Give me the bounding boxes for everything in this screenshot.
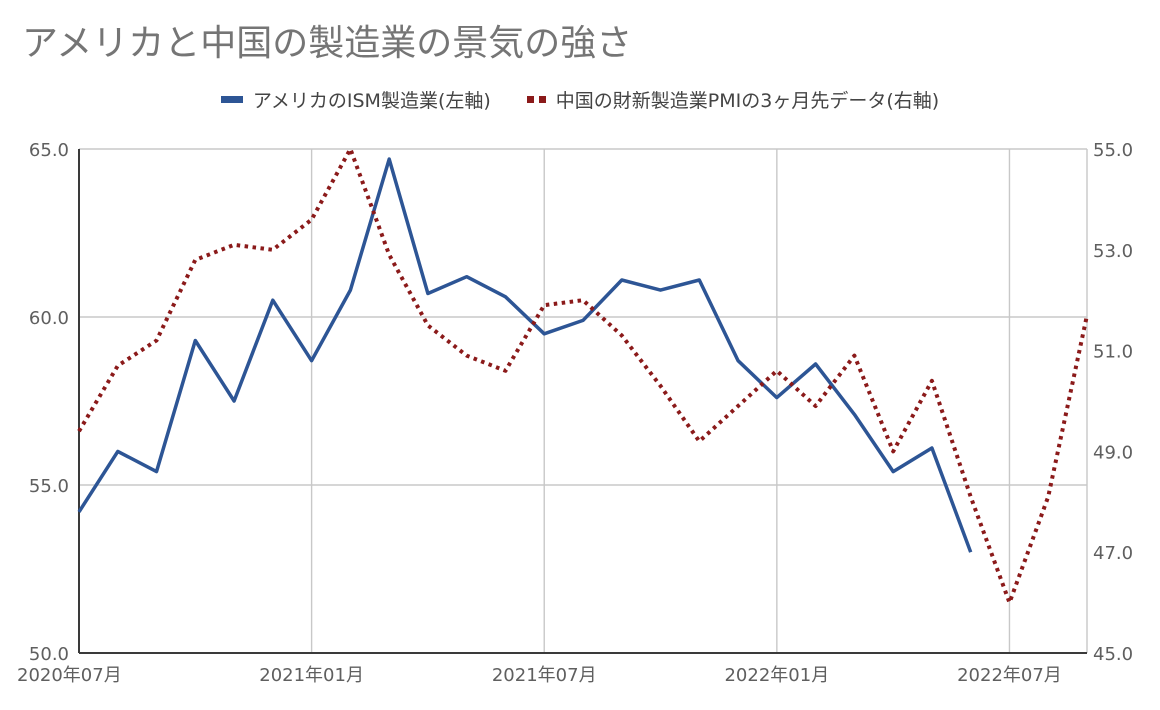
- y-tick-label-left: 55.0: [29, 476, 69, 497]
- y-tick-label-left: 50.0: [29, 644, 69, 665]
- chart-title: アメリカと中国の製造業の景気の強さ: [22, 23, 633, 64]
- series-line-china-pmi: [77, 147, 1089, 605]
- y-tick-label-right: 47.0: [1093, 543, 1133, 564]
- legend-swatch-solid: [220, 96, 243, 103]
- legend-label-china-pmi: 中国の財新製造業PMIの3ヶ月先データ(右軸): [555, 90, 940, 112]
- legend: アメリカのISM製造業(左軸) 中国の財新製造業PMIの3ヶ月先データ(右軸): [0, 86, 1160, 113]
- y-tick-label-right: 53.0: [1093, 241, 1133, 262]
- legend-swatch-dotted: [526, 96, 546, 103]
- y-tick-label-right: 55.0: [1093, 140, 1133, 161]
- legend-item-us-ism: アメリカのISM製造業(左軸): [220, 86, 491, 113]
- y-tick-label-left: 65.0: [29, 140, 69, 161]
- y-tick-label-left: 60.0: [29, 308, 69, 329]
- series-line-us-ism: [77, 157, 973, 553]
- x-tick-label: 2021年01月: [259, 665, 364, 686]
- legend-item-china-pmi: 中国の財新製造業PMIの3ヶ月先データ(右軸): [526, 86, 940, 113]
- x-tick-label: 2022年01月: [724, 665, 829, 686]
- x-tick-label: 2020年07月: [17, 665, 122, 686]
- x-tick-label: 2022年07月: [957, 665, 1062, 686]
- y-tick-label-right: 45.0: [1093, 644, 1133, 665]
- y-tick-label-right: 51.0: [1093, 342, 1133, 363]
- x-tick-label: 2021年07月: [492, 665, 597, 686]
- y-tick-label-right: 49.0: [1093, 442, 1133, 463]
- legend-label-us-ism: アメリカのISM製造業(左軸): [252, 90, 491, 112]
